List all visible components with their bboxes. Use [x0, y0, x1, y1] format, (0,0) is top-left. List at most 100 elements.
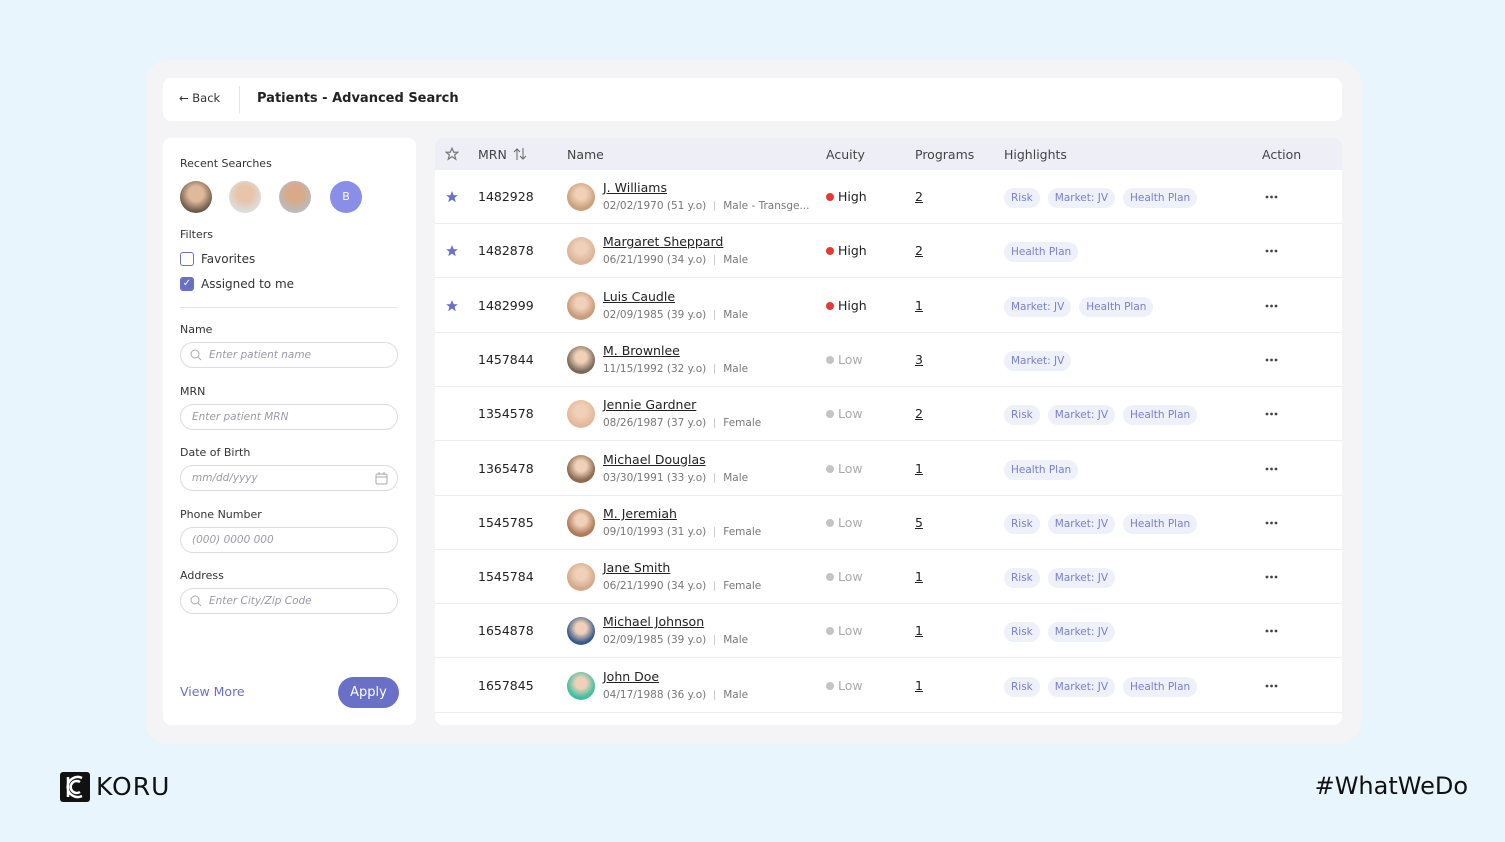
patient-name[interactable]: Jennie Gardner	[603, 397, 697, 413]
view-more-link[interactable]: View More	[180, 684, 245, 699]
action-menu[interactable]	[1265, 194, 1279, 200]
patient-details: 02/09/1985 (39 y.o) Male	[603, 309, 748, 321]
highlight-chip: Risk	[1004, 405, 1040, 426]
mrn: 1657845	[478, 677, 534, 693]
highlight-chip: Risk	[1004, 676, 1040, 697]
highlights: Risk Market: JV Health Plan	[1004, 186, 1205, 208]
highlights: Risk Market: JV Health Plan	[1004, 512, 1205, 534]
action-menu[interactable]	[1265, 683, 1279, 689]
calendar-icon[interactable]	[375, 472, 388, 485]
page-title: Patients - Advanced Search	[257, 91, 459, 106]
avatar	[567, 345, 595, 374]
action-menu[interactable]	[1265, 628, 1279, 634]
highlight-chip: Market: JV	[1047, 622, 1116, 643]
programs[interactable]: 1	[915, 623, 923, 639]
action-menu[interactable]	[1265, 574, 1279, 580]
separator	[714, 363, 716, 374]
table-row[interactable]: 1482878 Margaret Sheppard 06/21/1990 (34 y…	[435, 224, 1342, 279]
table-row[interactable]: 1545785 M. Jeremiah 09/10/1993 (31 y.o) Fem…	[435, 496, 1342, 550]
action-menu[interactable]	[1265, 303, 1279, 309]
highlight-chip: Health Plan	[1123, 188, 1198, 208]
patient-name[interactable]: Margaret Sheppard	[603, 234, 724, 250]
favorite-star[interactable]	[445, 299, 459, 313]
patient-table: MRN Name Acuity Programs Highlights Acti…	[435, 138, 1342, 725]
recent-avatar[interactable]	[180, 181, 212, 213]
favorite-star[interactable]	[445, 244, 459, 258]
programs[interactable]: 5	[915, 514, 923, 530]
avatar	[567, 671, 595, 700]
patient-name[interactable]: John Doe	[603, 668, 660, 684]
gender: Female	[723, 580, 762, 593]
action-menu[interactable]	[1265, 411, 1279, 417]
text-input[interactable]: Enter patient MRN	[180, 403, 398, 430]
table-row[interactable]: 1365478 Michael Douglas 03/30/1991 (33 y.o…	[435, 442, 1342, 496]
back-button[interactable]: ← Back	[179, 91, 221, 105]
apply-button[interactable]: Apply	[338, 677, 399, 708]
table-row[interactable]: 1654878 Michael Johnson 02/09/1985 (39 y.o…	[435, 604, 1342, 659]
gender: Male	[723, 471, 749, 484]
patient-name[interactable]: Michael Johnson	[603, 614, 705, 630]
action-menu[interactable]	[1265, 466, 1279, 472]
patient-name[interactable]: M. Brownlee	[603, 342, 680, 358]
column-header[interactable]: MRN	[478, 147, 507, 162]
placeholder: Enter patient name	[209, 349, 312, 361]
programs[interactable]: 1	[915, 677, 923, 693]
programs[interactable]: 1	[915, 297, 923, 313]
action-menu[interactable]	[1265, 357, 1279, 363]
patient-name[interactable]: Luis Caudle	[603, 288, 676, 304]
highlights: Risk Market: JV Health Plan	[1004, 675, 1205, 697]
highlights: Market: JV	[1004, 349, 1079, 371]
acuity-dot	[826, 193, 834, 201]
action-menu[interactable]	[1265, 248, 1279, 254]
separator	[714, 309, 716, 320]
programs[interactable]: 1	[915, 460, 923, 476]
highlight-chip: Risk	[1004, 513, 1040, 534]
checkbox[interactable]: ✓	[180, 277, 194, 291]
table-row[interactable]: 1457844 M. Brownlee 11/15/1992 (32 y.o) Mal…	[435, 333, 1342, 387]
recent-initial[interactable]: B	[330, 181, 362, 213]
checkbox[interactable]	[180, 252, 194, 266]
placeholder: mm/dd/yyyy	[192, 472, 258, 484]
recent-avatar[interactable]	[229, 181, 261, 213]
highlight-chip: Health Plan	[1079, 296, 1154, 317]
separator	[714, 581, 716, 592]
acuity: Low	[838, 460, 863, 476]
sort-icon[interactable]	[513, 146, 527, 162]
patient-name[interactable]: Jane Smith	[603, 560, 671, 576]
table-row[interactable]: 1545784 Jane Smith 06/21/1990 (34 y.o) Fema…	[435, 550, 1342, 605]
highlight-chip: Market: JV	[1004, 350, 1072, 371]
programs[interactable]: 1	[915, 569, 923, 585]
highlight-chip: Market: JV	[1004, 296, 1072, 317]
patient-name[interactable]: M. Jeremiah	[603, 505, 677, 521]
acuity-dot	[826, 627, 834, 636]
recent-avatar[interactable]	[279, 181, 311, 213]
programs[interactable]: 2	[915, 406, 923, 422]
text-input[interactable]: (000) 0000 000	[180, 526, 398, 553]
table-row[interactable]: 1482928 J. Williams 02/02/1970 (51 y.o) Mal…	[435, 170, 1342, 224]
highlights: Risk Market: JV Health Plan	[1004, 403, 1205, 426]
table-row[interactable]: 1657845 John Doe 04/17/1988 (36 y.o) Male Lo…	[435, 659, 1342, 713]
highlight-chip: Market: JV	[1047, 676, 1116, 697]
programs[interactable]: 3	[915, 351, 923, 367]
gender: Male	[723, 634, 749, 647]
patient-name[interactable]: Michael Douglas	[603, 451, 706, 467]
table-row[interactable]: 1354578 Jennie Gardner 08/26/1987 (37 y.o)…	[435, 387, 1342, 442]
programs[interactable]: 2	[915, 189, 923, 204]
table-row[interactable]: 1482999 Luis Caudle 02/09/1985 (39 y.o) Mal…	[435, 279, 1342, 333]
avatar	[567, 400, 595, 429]
text-input[interactable]: Enter City/Zip Code	[180, 588, 398, 614]
action-menu[interactable]	[1265, 520, 1279, 526]
highlights: Health Plan	[1004, 240, 1086, 263]
acuity: Low	[838, 351, 863, 367]
avatar	[567, 563, 595, 592]
patient-details: 06/21/1990 (34 y.o) Male	[603, 254, 748, 266]
text-input[interactable]: Enter patient name	[180, 342, 398, 368]
acuity-dot	[826, 355, 834, 364]
dob: 08/26/1987 (37 y.o)	[603, 417, 707, 430]
patient-name[interactable]: J. Williams	[603, 180, 667, 195]
text-input[interactable]: mm/dd/yyyy	[180, 465, 398, 491]
mrn: 1354578	[478, 406, 534, 422]
favorite-star[interactable]	[445, 190, 459, 204]
programs[interactable]: 2	[915, 243, 923, 259]
mrn: 1545785	[478, 514, 534, 530]
